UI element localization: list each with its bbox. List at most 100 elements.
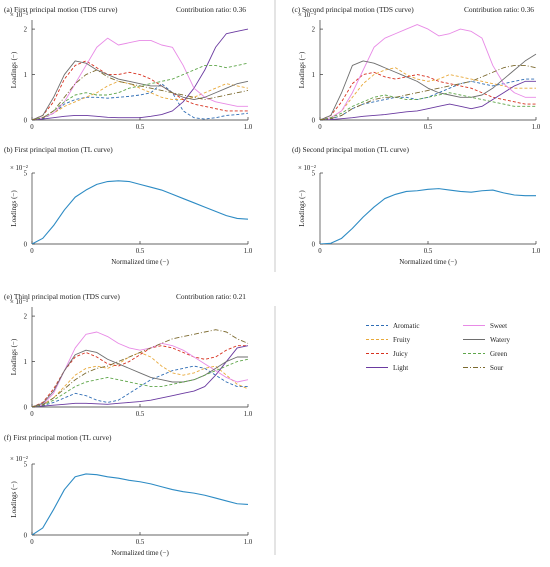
series-line-fruity xyxy=(32,80,249,120)
x-tick-label: 0 xyxy=(30,248,34,255)
x-tick-label: 0 xyxy=(30,411,34,418)
y-tick-label: 5 xyxy=(24,461,28,468)
series-group xyxy=(320,24,537,120)
series-line-fruity xyxy=(320,67,536,120)
y-tick-label: 5 xyxy=(312,170,316,177)
legend-label: Aromatic xyxy=(393,322,419,330)
series-line-fruity xyxy=(32,352,249,407)
panel-title: (b) First principal motion (TL curve) xyxy=(4,145,113,154)
x-tick-label: 1.0 xyxy=(244,124,253,131)
series-group xyxy=(32,329,249,407)
legend-item-sweet: Sweet xyxy=(463,322,507,330)
x-tick-label: 1.0 xyxy=(532,124,541,131)
legend-item-light: Light xyxy=(366,364,408,372)
y-tick-label: 0 xyxy=(24,532,28,539)
x-tick-label: 0 xyxy=(30,124,34,131)
series-line-light xyxy=(32,345,249,407)
series-line-green xyxy=(32,62,249,120)
x-tick-label: 0.5 xyxy=(136,124,145,131)
series-line-watery xyxy=(320,53,537,120)
series-line-aromatic xyxy=(320,78,536,120)
series-line-aromatic xyxy=(32,365,248,407)
y-multiplier: × 10⁻² xyxy=(10,456,28,463)
series-line-juicy xyxy=(32,60,248,120)
y-multiplier: × 10⁻³ xyxy=(10,299,28,306)
series-line-sweet xyxy=(320,24,536,120)
y-multiplier: × 10⁻³ xyxy=(10,12,28,19)
legend-label: Sweet xyxy=(490,322,507,330)
x-axis-label: Normalized time (−) xyxy=(111,549,169,557)
legend-item-aromatic: Aromatic xyxy=(366,322,419,330)
series-group xyxy=(320,188,536,244)
x-axis-label: Normalized time (−) xyxy=(111,258,169,266)
y-tick-label: 5 xyxy=(24,170,28,177)
panel-a: (a) First principal motion (TDS curve) Co… xyxy=(4,5,253,131)
series-line-tl xyxy=(32,473,249,535)
legend-item-green: Green xyxy=(463,350,508,358)
series-line-sweet xyxy=(32,331,249,407)
y-tick-label: 0 xyxy=(312,117,316,124)
y-tick-label: 1 xyxy=(24,72,27,79)
x-tick-label: 0 xyxy=(318,248,322,255)
series-line-green xyxy=(32,358,249,407)
legend: Aromatic Sweet Fruity Watery Juicy Green Light… xyxy=(366,322,511,372)
x-tick-label: 0.5 xyxy=(136,539,145,546)
series-line-watery xyxy=(32,349,248,407)
series-line-tl xyxy=(320,188,536,244)
panel-title: (e) Thinl principal motion (TDS curve) xyxy=(4,292,120,301)
contribution-ratio: Contribution ratio: 0.36 xyxy=(176,5,246,14)
y-tick-label: 0 xyxy=(312,241,316,248)
y-axis-label: Loadings (−) xyxy=(298,51,306,88)
panel-b: (b) First principal motion (TL curve) × 1… xyxy=(4,145,253,266)
legend-label: Sour xyxy=(490,364,504,372)
y-axis-label: Loadings (−) xyxy=(10,338,18,375)
y-tick-label: 1 xyxy=(24,359,27,366)
legend-label: Juicy xyxy=(393,350,408,358)
series-line-sour xyxy=(32,329,249,407)
y-axis-label: Loadings (−) xyxy=(10,481,18,518)
panel-c: (c) Second principal motion (TDS curve) C… xyxy=(292,5,541,131)
series-line-juicy xyxy=(320,71,536,120)
panel-d: (d) Second principal motion (TL curve) × … xyxy=(292,145,541,266)
x-tick-label: 0.5 xyxy=(136,248,145,255)
x-tick-label: 0 xyxy=(30,539,34,546)
y-tick-label: 0 xyxy=(24,404,28,411)
x-tick-label: 0.5 xyxy=(136,411,145,418)
series-line-light xyxy=(32,28,249,120)
y-multiplier: × 10⁻² xyxy=(298,165,316,172)
x-axis-label: Normalized time (−) xyxy=(399,258,457,266)
series-line-juicy xyxy=(32,345,248,407)
x-tick-label: 1.0 xyxy=(244,411,253,418)
x-tick-label: 0 xyxy=(318,124,322,131)
y-axis-label: Loadings (−) xyxy=(298,190,306,227)
y-tick-label: 2 xyxy=(24,313,28,320)
y-tick-label: 0 xyxy=(24,117,28,124)
panel-title: (a) First principal motion (TDS curve) xyxy=(4,5,118,14)
contribution-ratio: Contribution ratio: 0.21 xyxy=(176,292,246,301)
panel-e: (e) Thinl principal motion (TDS curve) Co… xyxy=(4,292,253,418)
legend-label: Fruity xyxy=(393,336,411,344)
series-line-aromatic xyxy=(32,83,249,120)
panel-f: (f) First principal motion (TL curve) × 1… xyxy=(4,433,253,557)
y-multiplier: × 10⁻² xyxy=(10,165,28,172)
contribution-ratio: Contribution ratio: 0.36 xyxy=(464,5,534,14)
x-tick-label: 0.5 xyxy=(424,248,433,255)
x-tick-label: 0.5 xyxy=(424,124,433,131)
y-multiplier: × 10⁻³ xyxy=(298,12,316,19)
legend-label: Light xyxy=(393,364,408,372)
series-group xyxy=(32,180,249,244)
series-group xyxy=(32,473,249,535)
legend-item-watery: Watery xyxy=(463,336,511,344)
legend-item-sour: Sour xyxy=(463,364,504,372)
legend-item-fruity: Fruity xyxy=(366,336,411,344)
series-line-watery xyxy=(32,60,249,120)
series-line-green xyxy=(320,92,536,120)
y-axis-label: Loadings (−) xyxy=(10,51,18,88)
series-group xyxy=(32,28,249,120)
legend-label: Green xyxy=(490,350,508,358)
panel-title: (d) Second principal motion (TL curve) xyxy=(292,145,409,154)
y-tick-label: 2 xyxy=(312,26,316,33)
legend-label: Watery xyxy=(490,336,511,344)
series-line-tl xyxy=(32,180,249,244)
